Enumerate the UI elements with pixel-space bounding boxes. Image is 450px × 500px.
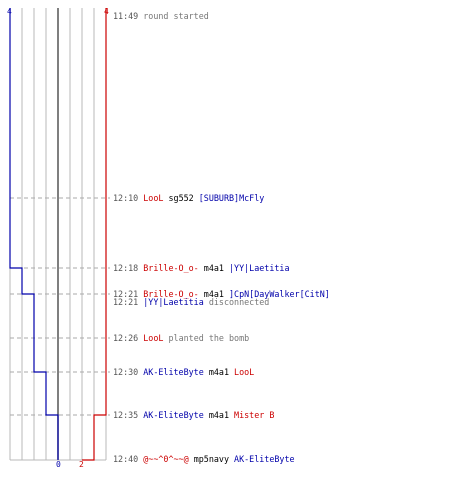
red-end-count-label: 2	[79, 460, 84, 469]
event-row: 12:26 LooL planted the bomb	[113, 333, 249, 343]
event-time: 12:18	[113, 263, 144, 273]
event-detail: m4a1	[198, 263, 229, 273]
event-row: 12:35 AK-EliteByte m4a1 Mister B	[113, 410, 274, 420]
player-name: Brille-O_o-	[143, 263, 199, 273]
event-detail: round started	[143, 11, 209, 21]
event-time: 12:21	[113, 289, 144, 299]
player-name: @~~^0^~~@	[143, 454, 189, 464]
event-time: 12:10	[113, 193, 144, 203]
event-time: 12:30	[113, 367, 144, 377]
event-time: 11:49	[113, 11, 144, 21]
event-time: 12:40	[113, 454, 144, 464]
event-detail: disconnected	[203, 297, 270, 307]
player-name: LooL	[234, 367, 255, 377]
red-team-line	[82, 8, 107, 461]
event-time: 12:26	[113, 333, 144, 343]
player-name: |YY|Laetitia	[143, 297, 204, 307]
event-time: 12:21	[113, 297, 144, 307]
player-name: ]CpN[DayWalker[CitN]	[229, 289, 330, 299]
grid-lines	[9, 8, 107, 461]
player-name: [SUBURB]McFly	[198, 193, 265, 203]
event-detail: planted the bomb	[163, 333, 250, 343]
event-row: 11:49 round started	[113, 11, 209, 21]
event-detail: mp5navy	[188, 454, 235, 464]
event-row: 12:21 |YY|Laetitia disconnected	[113, 297, 269, 307]
player-name: Mister B	[234, 410, 275, 420]
player-name: AK-EliteByte	[143, 367, 204, 377]
player-name: Brille-O_o-	[143, 289, 199, 299]
player-name: |YY|Laetitia	[229, 263, 290, 273]
player-name: LooL	[143, 333, 164, 343]
player-name: AK-EliteByte	[234, 454, 295, 464]
blue-start-count-label: 4	[7, 7, 12, 16]
event-time: 12:35	[113, 410, 144, 420]
player-name: AK-EliteByte	[143, 410, 204, 420]
blue-team-line	[9, 8, 59, 460]
event-detail: m4a1	[203, 367, 235, 377]
event-row: 12:18 Brille-O_o- m4a1 |YY|Laetitia	[113, 263, 290, 273]
event-row: 12:30 AK-EliteByte m4a1 LooL	[113, 367, 254, 377]
player-name: LooL	[143, 193, 164, 203]
event-dash-lines	[10, 197, 110, 416]
event-detail: m4a1	[203, 410, 235, 420]
blue-end-count-label: 0	[56, 460, 61, 469]
event-row: 12:40 @~~^0^~~@ mp5navy AK-EliteByte	[113, 454, 295, 464]
event-row: 12:21 Brille-O_o- m4a1 ]CpN[DayWalker[Ci…	[113, 289, 330, 299]
event-detail: sg552	[163, 193, 199, 203]
red-start-count-label: 4	[104, 7, 109, 16]
event-row: 12:10 LooL sg552 [SUBURB]McFly	[113, 193, 264, 203]
event-detail: m4a1	[198, 289, 229, 299]
